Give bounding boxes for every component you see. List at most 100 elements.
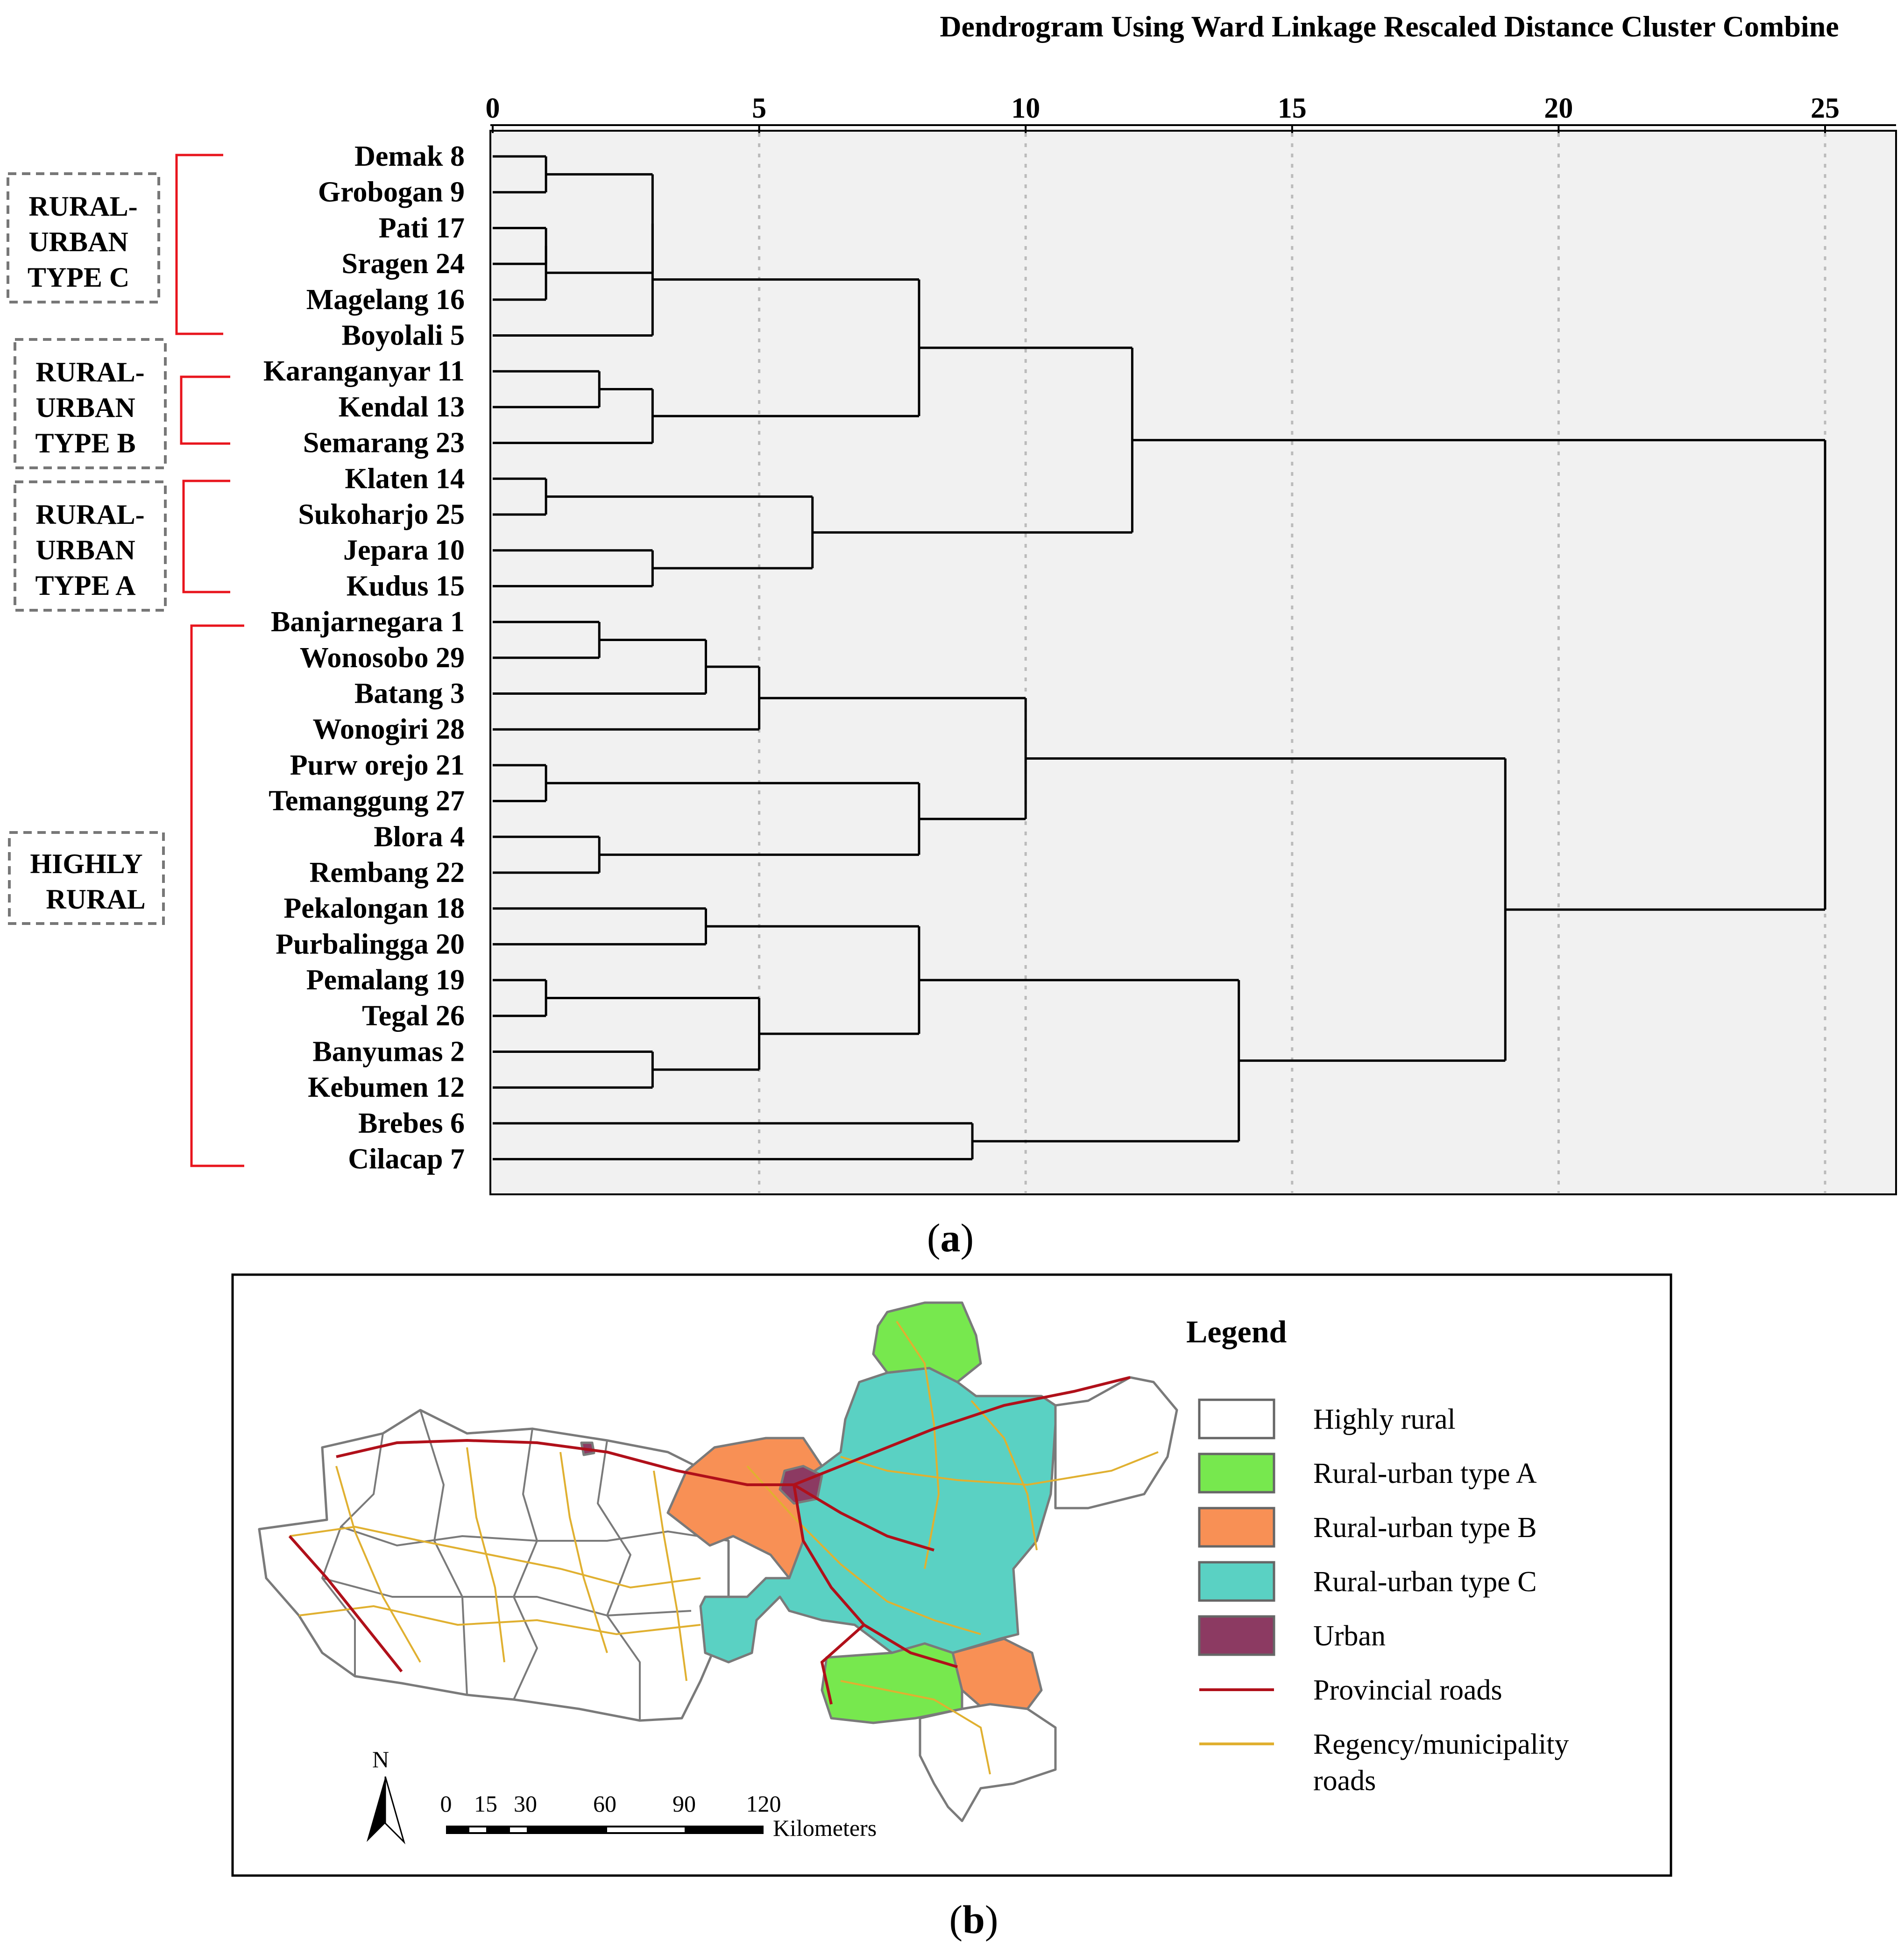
legend-item: Rural-urban type B	[1198, 1507, 1537, 1548]
dendrogram-title: Dendrogram Using Ward Linkage Rescaled D…	[940, 10, 1839, 43]
leaf-label: Purw orejo 21	[290, 749, 465, 781]
map-legend: Legend Highly rural Rural-urban type A Rur…	[1186, 1314, 1569, 1797]
leaf-label: Batang 3	[354, 678, 465, 710]
bracket-type-c	[175, 154, 223, 335]
legend-label: roads	[1313, 1765, 1376, 1797]
leaf-label: Pati 17	[379, 212, 465, 244]
axis-tick-label: 25	[1811, 92, 1840, 124]
legend-swatch	[1198, 1615, 1275, 1656]
bracket-highly-rural	[190, 624, 244, 1167]
leaf-label: Banjarnegara 1	[271, 606, 465, 638]
leaf-label: Pemalang 19	[306, 964, 465, 996]
leaf-label: Karanganyar 11	[263, 355, 465, 387]
axis-tick-label: 15	[1278, 92, 1307, 124]
group-boxes	[7, 172, 167, 925]
axis-tick-label: 5	[752, 92, 766, 124]
legend-item: Provincial roads	[1199, 1674, 1502, 1706]
leaf-label: Brebes 6	[358, 1108, 465, 1139]
scale-tick-label: 120	[746, 1791, 781, 1817]
caption-b: (b)	[949, 1897, 998, 1942]
map-regions	[258, 1301, 1178, 1822]
leaf-label: Pekalongan 18	[283, 893, 465, 924]
region-type-a-north	[872, 1301, 982, 1383]
leaf-label: Blora 4	[374, 821, 465, 853]
leaf-label: Sukoharjo 25	[298, 499, 465, 530]
scale-tick-label: 0	[440, 1791, 452, 1817]
legend-item: Rural-urban type A	[1198, 1453, 1537, 1494]
axis-ticks: 0 5 10 15 20 25	[486, 92, 1896, 133]
dendrogram-tree	[493, 155, 1826, 1161]
group-line: URBAN	[35, 535, 135, 565]
leaf-label: Semarang 23	[303, 427, 465, 459]
legend-swatch	[1198, 1561, 1275, 1602]
leaf-label: Temanggung 27	[269, 785, 465, 817]
axis-tick-label: 0	[486, 92, 500, 124]
group-line: RURAL-	[28, 191, 137, 222]
legend-label: Provincial roads	[1313, 1674, 1502, 1706]
leaf-label: Kudus 15	[347, 570, 465, 602]
leaf-label: Grobogan 9	[318, 176, 465, 208]
legend-item: Highly rural	[1198, 1398, 1456, 1439]
scale-tick-label: 30	[514, 1791, 537, 1817]
legend-swatch	[1198, 1398, 1275, 1439]
group-line: TYPE C	[28, 262, 129, 293]
region-type-a-south	[821, 1642, 963, 1724]
leaf-label: Rembang 22	[310, 857, 465, 889]
caption-a: (a)	[927, 1215, 974, 1260]
group-brackets	[175, 154, 244, 1167]
leaf-label: Kendal 13	[339, 391, 465, 423]
group-line: RURAL-	[35, 499, 144, 530]
plot-area	[489, 130, 1897, 1195]
leaf-label: Boyolali 5	[341, 320, 465, 352]
legend-label: Rural-urban type A	[1313, 1458, 1537, 1489]
provincial-roads	[288, 1376, 1131, 1705]
legend-label: Rural-urban type B	[1313, 1512, 1537, 1544]
region-type-c	[699, 1367, 1057, 1664]
north-label: N	[372, 1746, 389, 1772]
leaf-label: Banyumas 2	[312, 1036, 465, 1068]
group-line: TYPE B	[35, 428, 135, 459]
legend-swatch	[1198, 1507, 1275, 1548]
scale-ticks: 0 15 30 60 90 120	[440, 1791, 781, 1817]
scale-unit: Kilometers	[773, 1815, 877, 1841]
group-label-type-c: RURAL- URBAN TYPE C	[28, 191, 138, 293]
leaf-label: Jepara 10	[343, 535, 465, 566]
group-line: HIGHLY	[30, 848, 142, 879]
bracket-type-a	[182, 480, 230, 593]
legend-item: Regency/municipality roads	[1199, 1728, 1569, 1797]
legend-swatch	[1198, 1453, 1275, 1494]
group-label-highly-rural: HIGHLY RURAL	[30, 848, 145, 915]
group-line: RURAL-	[35, 357, 144, 388]
legend-label: Regency/municipality	[1313, 1728, 1569, 1760]
scale-bar: 0 15 30 60 90 120 Kilometers	[440, 1791, 877, 1841]
group-line: TYPE A	[35, 570, 135, 601]
bracket-type-b	[180, 375, 230, 445]
legend-label: Rural-urban type C	[1313, 1566, 1537, 1598]
region-type-b-southeast	[951, 1637, 1043, 1710]
leaf-label: Tegal 26	[362, 1000, 465, 1032]
leaf-label: Kebumen 12	[308, 1072, 465, 1103]
legend-label: Urban	[1313, 1620, 1386, 1652]
legend-item: Urban	[1198, 1615, 1386, 1656]
scale-tick-label: 90	[672, 1791, 696, 1817]
grid-lines	[758, 133, 1826, 1193]
leaf-label: Klaten 14	[345, 463, 465, 494]
regency-roads	[289, 1320, 1159, 1775]
group-line: URBAN	[35, 392, 135, 423]
leaf-label: Cilacap 7	[348, 1143, 465, 1175]
group-line: URBAN	[28, 226, 128, 257]
leaf-label: Purbalingga 20	[276, 928, 465, 960]
caption-letter: b	[963, 1897, 985, 1942]
leaf-label: Wonosobo 29	[300, 642, 465, 674]
north-arrow-icon: N	[367, 1746, 406, 1845]
scale-tick-label: 15	[474, 1791, 497, 1817]
leaf-label: Demak 8	[354, 141, 465, 172]
leaf-label: Wonogiri 28	[312, 713, 465, 745]
leaf-label: Sragen 24	[342, 248, 465, 280]
group-label-type-a: RURAL- URBAN TYPE A	[35, 499, 144, 601]
leaf-label: Magelang 16	[306, 284, 465, 316]
caption-letter: a	[941, 1215, 961, 1260]
legend-item: Rural-urban type C	[1198, 1561, 1537, 1602]
leaf-labels: Demak 8 Grobogan 9 Pati 17 Sragen 24 Magelan…	[263, 141, 465, 1175]
